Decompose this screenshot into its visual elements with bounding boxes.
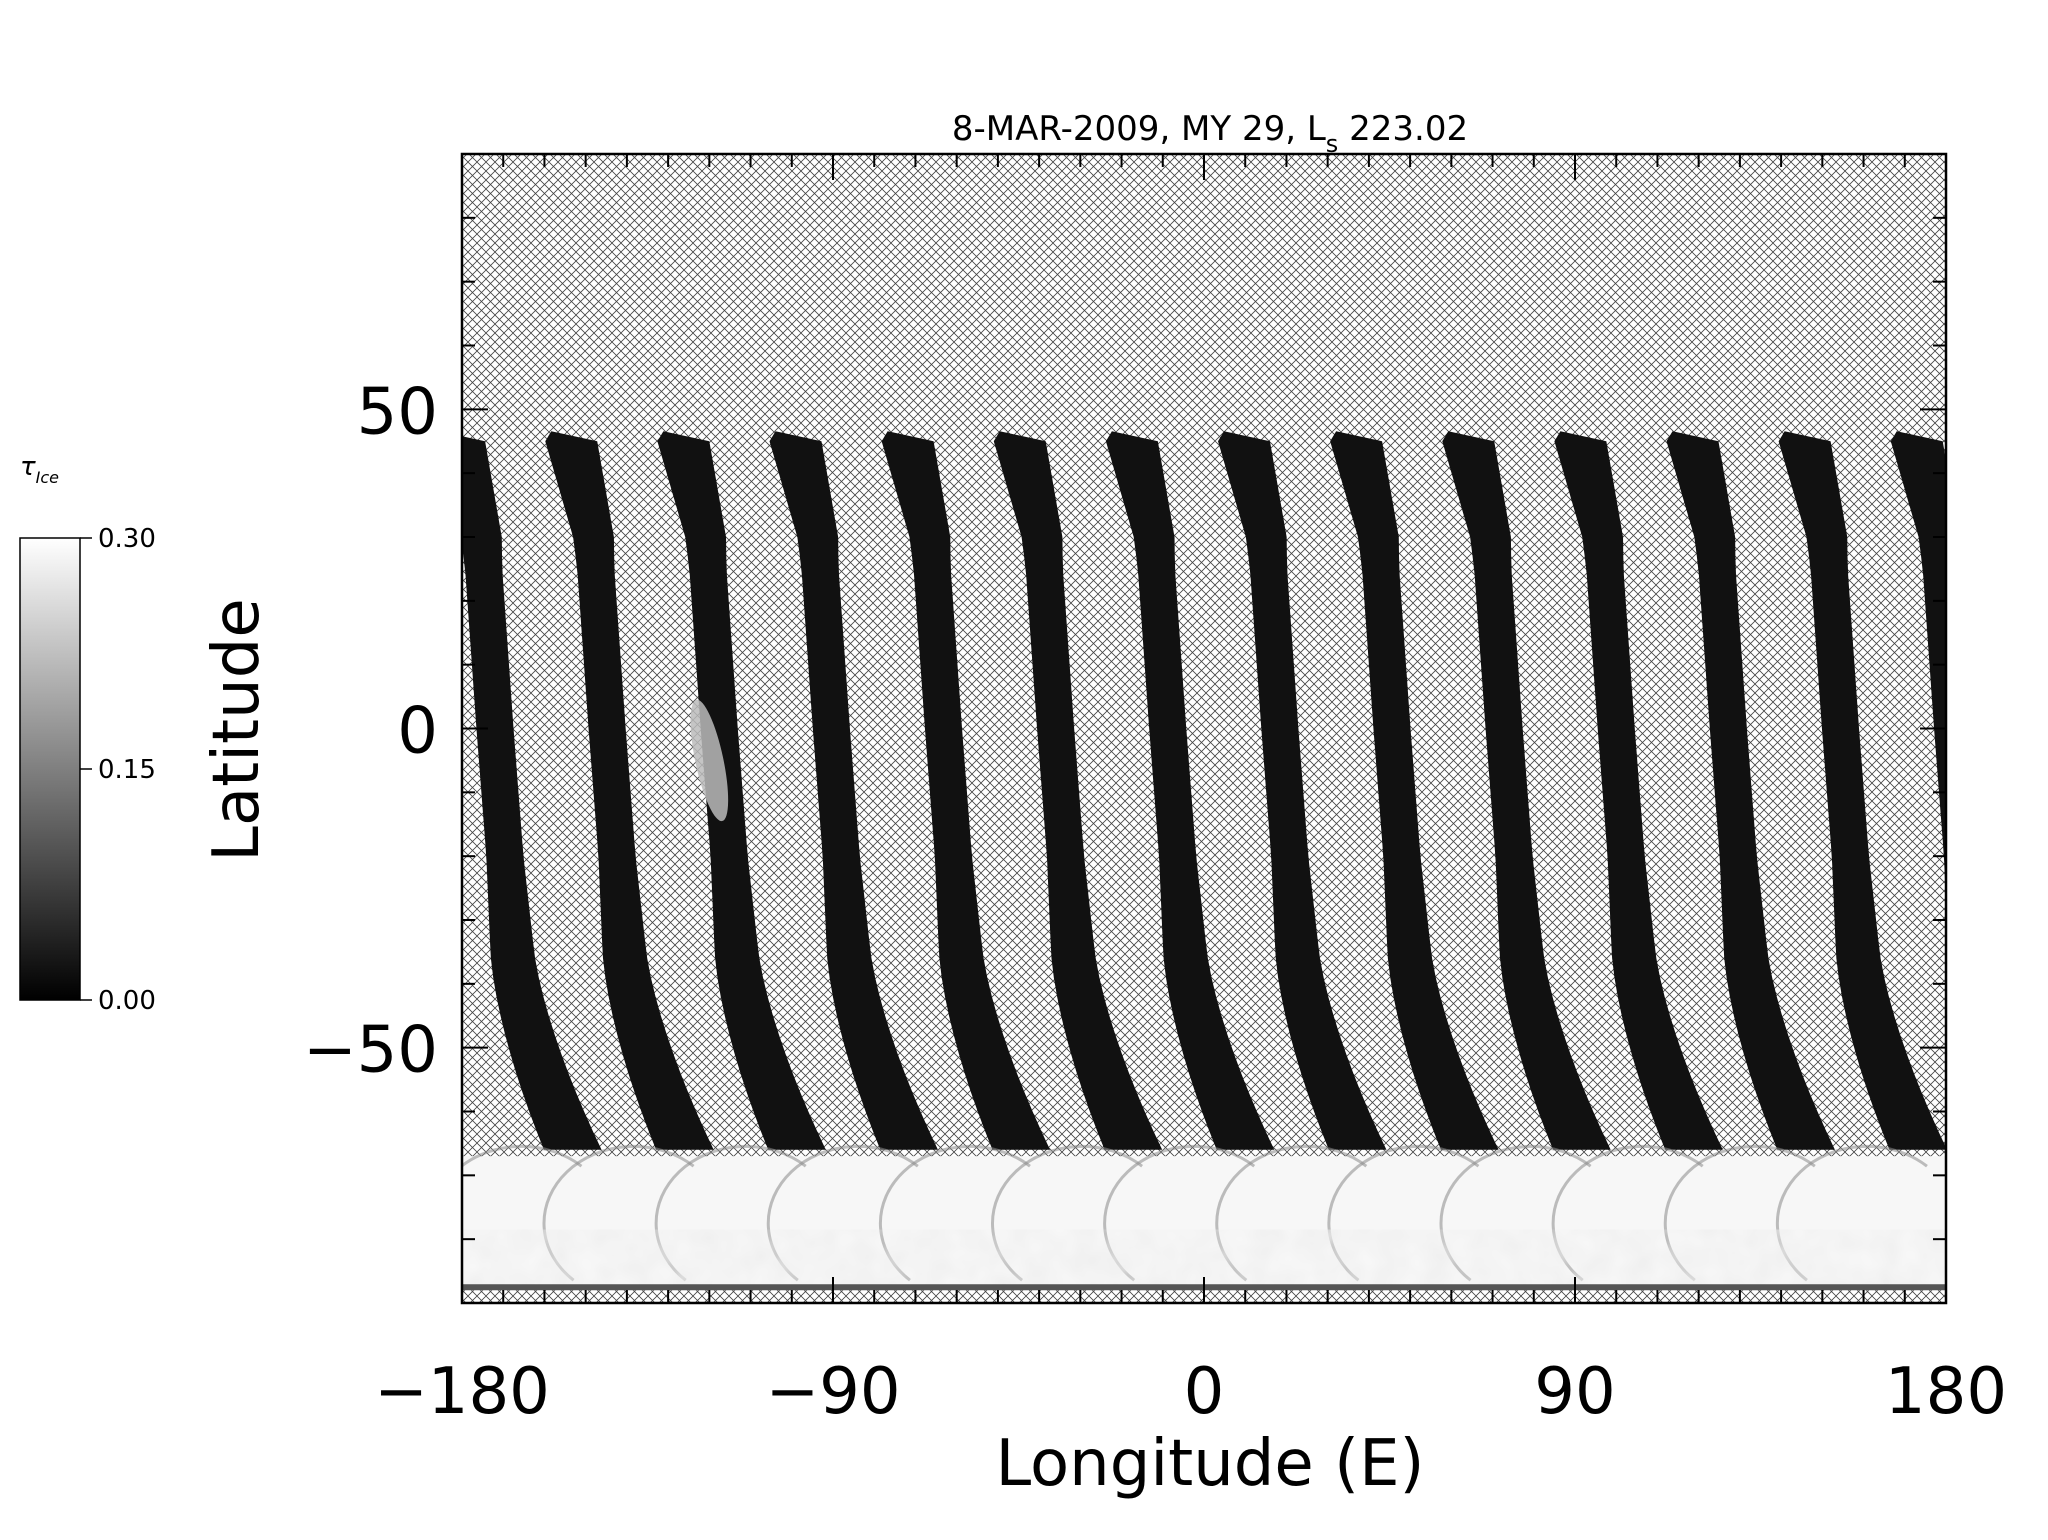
x-tick-label: −180 [374,1355,550,1429]
orbit-swath [1778,431,1946,1150]
colorbar-tick-label: 0.00 [98,986,156,1016]
orbit-swath [1554,431,1723,1150]
orbit-swath [545,431,714,1150]
y-axis: −50 0 50 [303,153,1946,1304]
colorbar: τIce 0.00 0.15 0.30 [19,452,156,1016]
x-axis: −180 −90 0 90 180 [374,154,2007,1429]
colorbar-gradient [19,537,81,1001]
orbit-swath [1330,431,1499,1150]
cap-swath-arc [462,1144,583,1280]
colorbar-tick-label: 0.15 [98,755,156,785]
x-tick-label: 0 [1184,1355,1225,1429]
orbit-swath [993,431,1163,1150]
orbit-swath [1666,431,1835,1150]
colorbar-title: τIce [20,452,59,487]
orbit-swath [462,436,602,1150]
colorbar-ticks: 0.00 0.15 0.30 [80,524,156,1016]
plot-area [462,154,1946,1303]
y-tick-label: 0 [397,695,438,769]
orbit-swaths [462,431,1946,1150]
y-axis-title: Latitude [200,598,274,861]
x-tick-label: −90 [765,1355,900,1429]
orbit-swath [1442,431,1611,1150]
colorbar-tick-label: 0.30 [98,524,156,554]
y-tick-label: −50 [303,1014,438,1088]
orbit-swath [1105,431,1275,1150]
south-polar-cap [462,1144,1946,1291]
chart-title: 8-MAR-2009, MY 29, Ls 223.02 [952,109,1468,158]
cloud-features [690,699,729,822]
x-tick-label: 180 [1885,1355,2007,1429]
orbit-swath [657,431,826,1150]
orbit-swath [769,431,938,1150]
x-axis-title: Longitude (E) [995,1427,1424,1501]
cloud-feature [690,699,729,822]
y-tick-label: 50 [357,375,438,449]
orbit-swath [881,431,1051,1150]
x-tick-label: 90 [1534,1355,1615,1429]
orbit-swath [1890,431,1946,905]
orbit-swath [1218,431,1387,1150]
